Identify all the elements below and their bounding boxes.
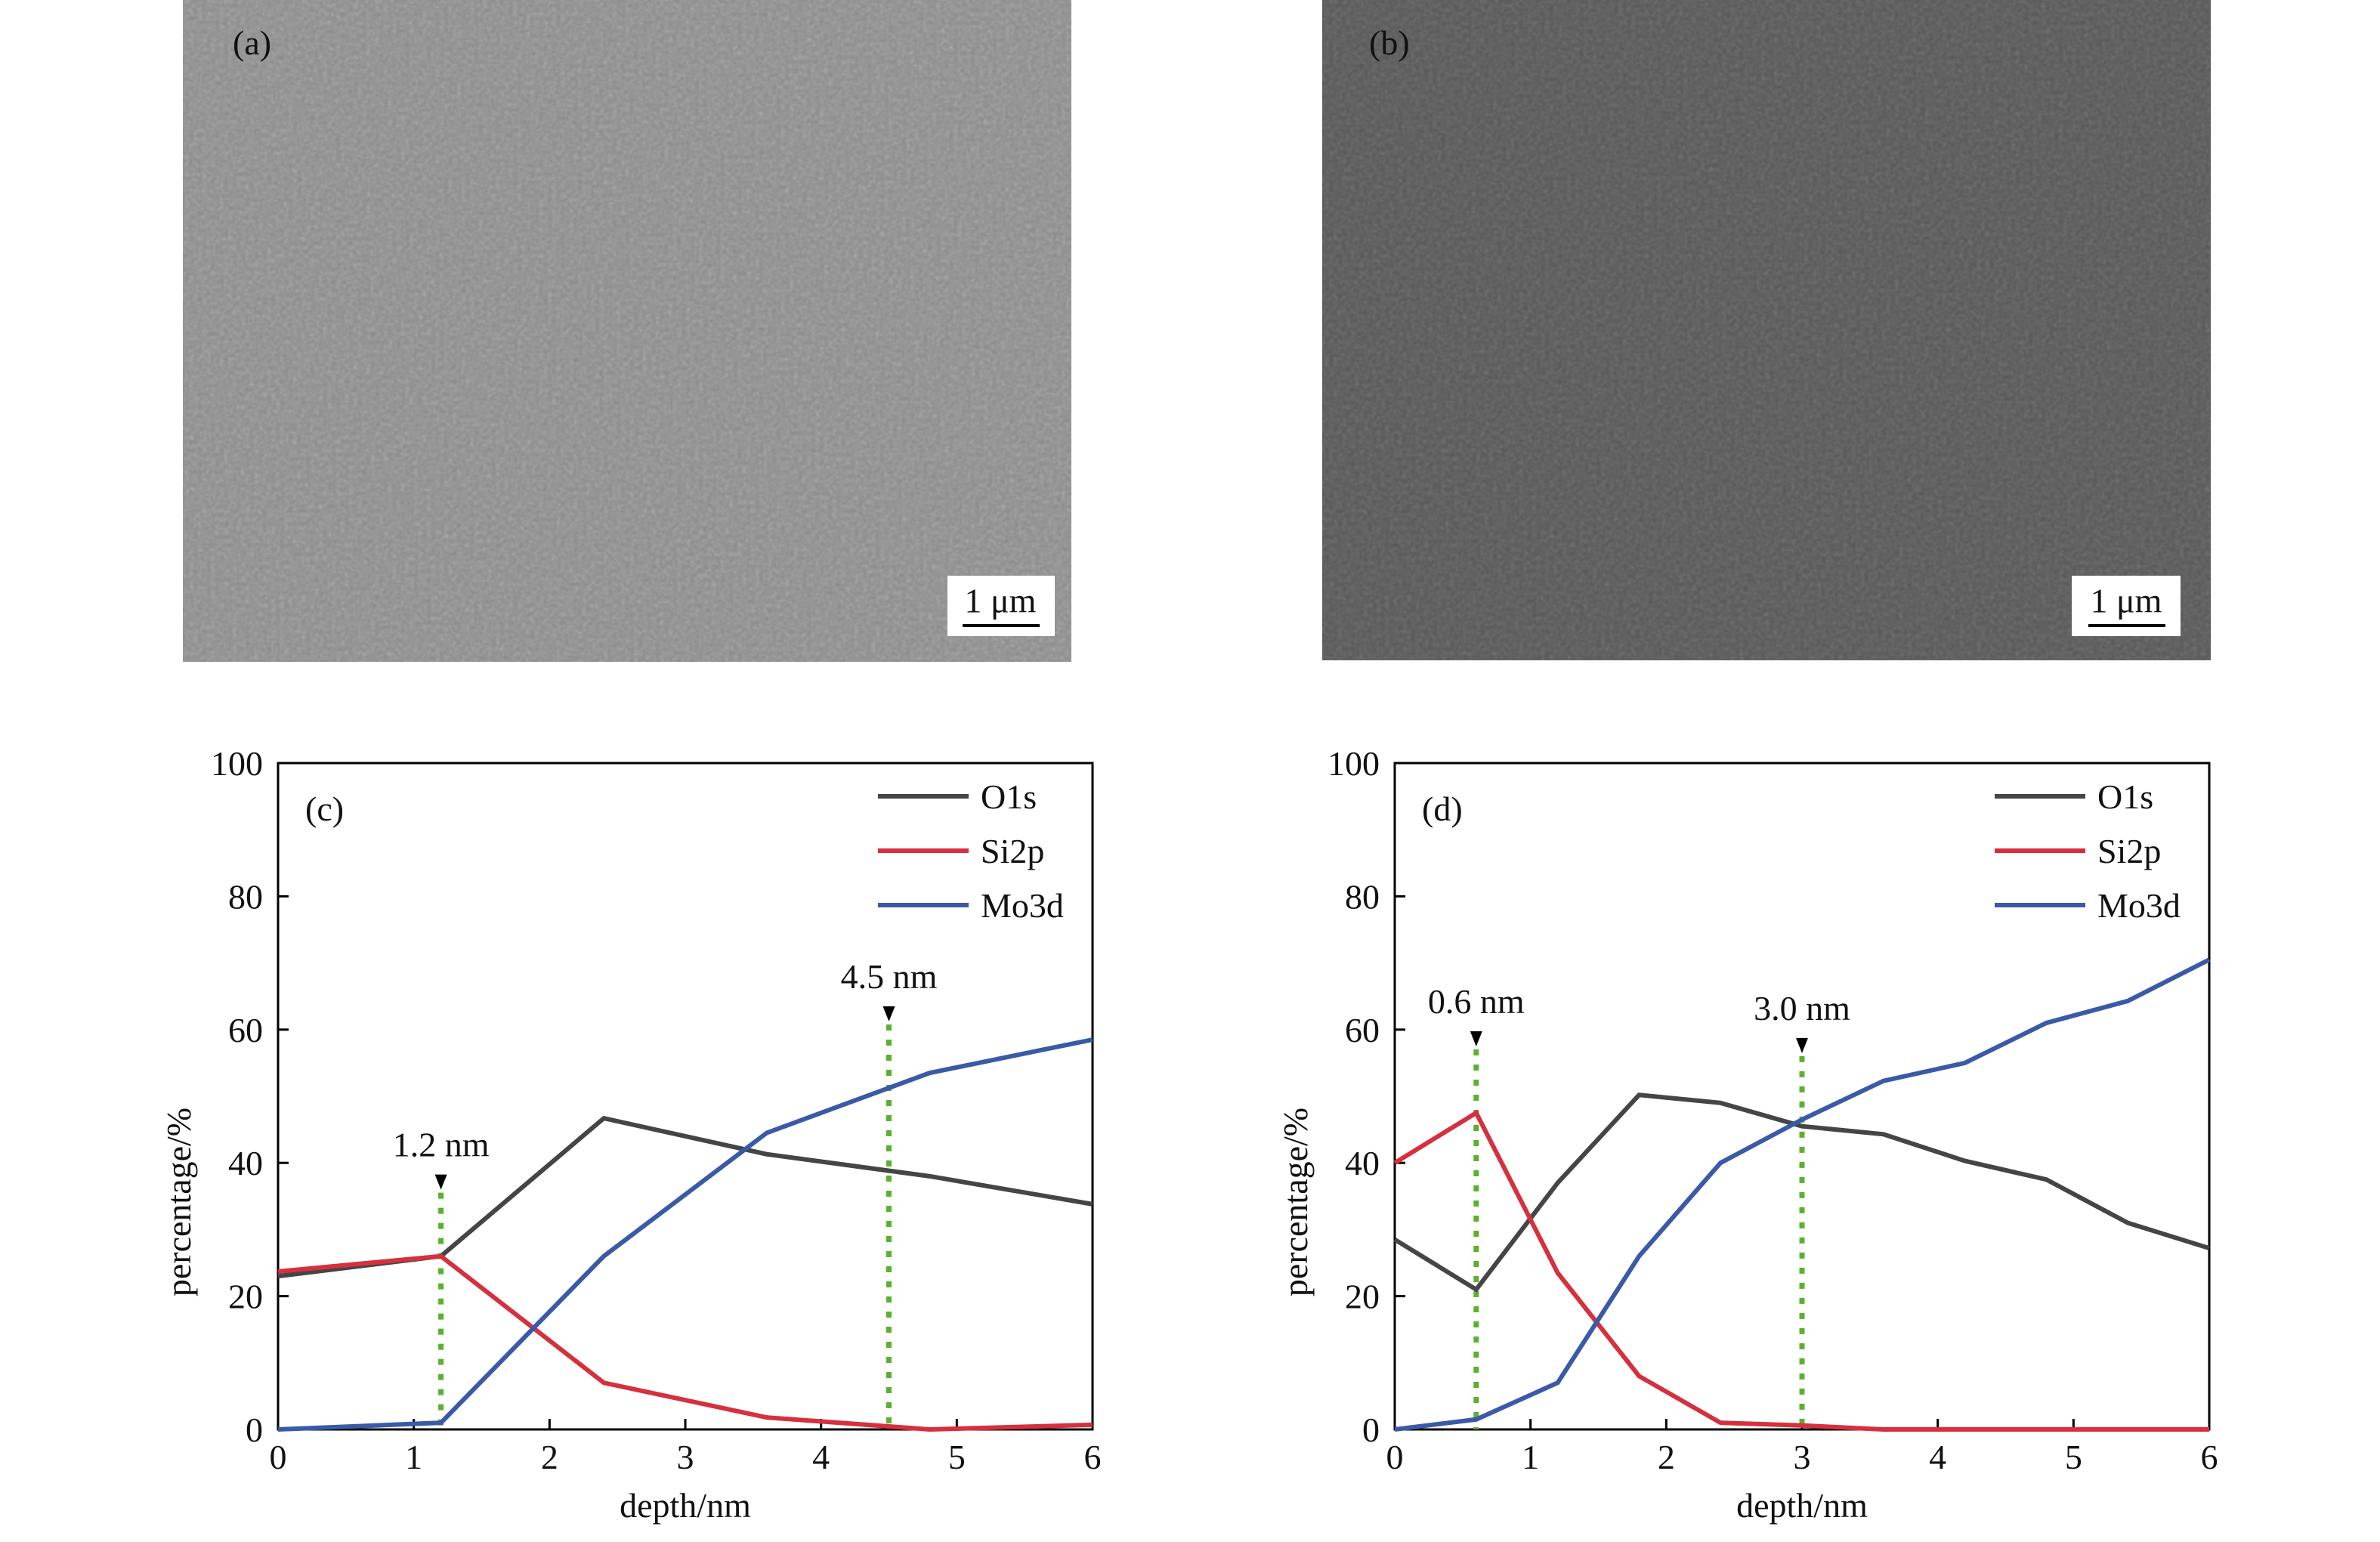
annotation-arrow	[1796, 1037, 1808, 1053]
y-axis-label: percentage/%	[159, 1108, 198, 1296]
y-tick-label: 40	[1345, 1144, 1380, 1182]
legend-label: Mo3d	[981, 886, 1064, 925]
x-tick-label: 0	[1386, 1438, 1404, 1476]
chart: 0 1 2 3 4 5 6020406080100depth/nmpercentage/%(…	[1276, 744, 2218, 1525]
scale-bar-label: 1 μm	[2091, 582, 2162, 620]
x-tick-label: 6	[2201, 1438, 2218, 1476]
x-tick-label: 4	[1929, 1438, 1946, 1476]
legend-label: Si2p	[2097, 832, 2161, 870]
annotation-arrow	[434, 1174, 447, 1190]
x-tick-label: 1	[1522, 1438, 1539, 1476]
sem-image-b: (b) 1 μm	[1322, 0, 2211, 660]
annotation-label: 4.5 nm	[841, 957, 938, 996]
legend-label: Mo3d	[2097, 886, 2181, 925]
y-tick-label: 80	[228, 877, 263, 916]
series-line	[1394, 957, 2211, 1432]
y-tick-label: 20	[228, 1278, 263, 1316]
sem-image-a: (a) 1 μm	[183, 0, 1071, 662]
x-tick-label: 2	[1658, 1438, 1675, 1476]
y-tick-label: 20	[1345, 1278, 1380, 1316]
x-axis-label: depth/nm	[1736, 1486, 1868, 1525]
scale-bar-label: 1 μm	[965, 582, 1037, 620]
annotation-arrow	[1470, 1031, 1482, 1047]
x-tick-label: 2	[541, 1438, 558, 1476]
plot-frame	[277, 762, 1094, 1431]
legend-label: O1s	[2097, 777, 2153, 816]
x-tick-label: 3	[677, 1438, 694, 1476]
x-tick-label: 6	[1084, 1438, 1102, 1476]
y-tick-label: 40	[228, 1144, 263, 1182]
y-tick-label: 80	[1345, 877, 1380, 916]
annotation-arrow	[882, 1006, 895, 1021]
x-tick-label: 5	[948, 1438, 966, 1476]
panel-label: (b)	[1369, 23, 1410, 62]
y-tick-label: 100	[1328, 744, 1380, 783]
x-tick-label: 3	[1794, 1438, 1811, 1476]
series-line	[1393, 1109, 2209, 1432]
y-tick-label: 0	[1362, 1411, 1380, 1449]
annotation-label: 3.0 nm	[1754, 989, 1850, 1027]
annotation-label: 1.2 nm	[393, 1126, 490, 1164]
x-tick-label: 1	[405, 1438, 422, 1476]
annotation-label: 0.6 nm	[1428, 982, 1525, 1021]
y-tick-label: 60	[228, 1011, 263, 1049]
x-tick-label: 0	[270, 1438, 287, 1476]
panel-label: (d)	[1422, 790, 1463, 828]
y-axis-label: percentage/%	[1276, 1108, 1315, 1296]
series-line	[277, 1253, 1093, 1432]
legend-label: Si2p	[981, 832, 1044, 870]
x-tick-label: 4	[812, 1438, 830, 1476]
legend-label: O1s	[981, 777, 1037, 816]
x-tick-label: 5	[2065, 1438, 2082, 1476]
panel-label: (c)	[305, 790, 344, 828]
y-tick-label: 100	[211, 744, 263, 783]
x-axis-label: depth/nm	[620, 1486, 751, 1525]
y-tick-label: 0	[246, 1411, 263, 1449]
chart: 0 1 2 3 4 5 6020406080100depth/nmpercentage/%(…	[159, 744, 1102, 1525]
panel-label: (a)	[233, 23, 271, 62]
series-line	[277, 1037, 1093, 1432]
y-tick-label: 60	[1345, 1011, 1380, 1049]
